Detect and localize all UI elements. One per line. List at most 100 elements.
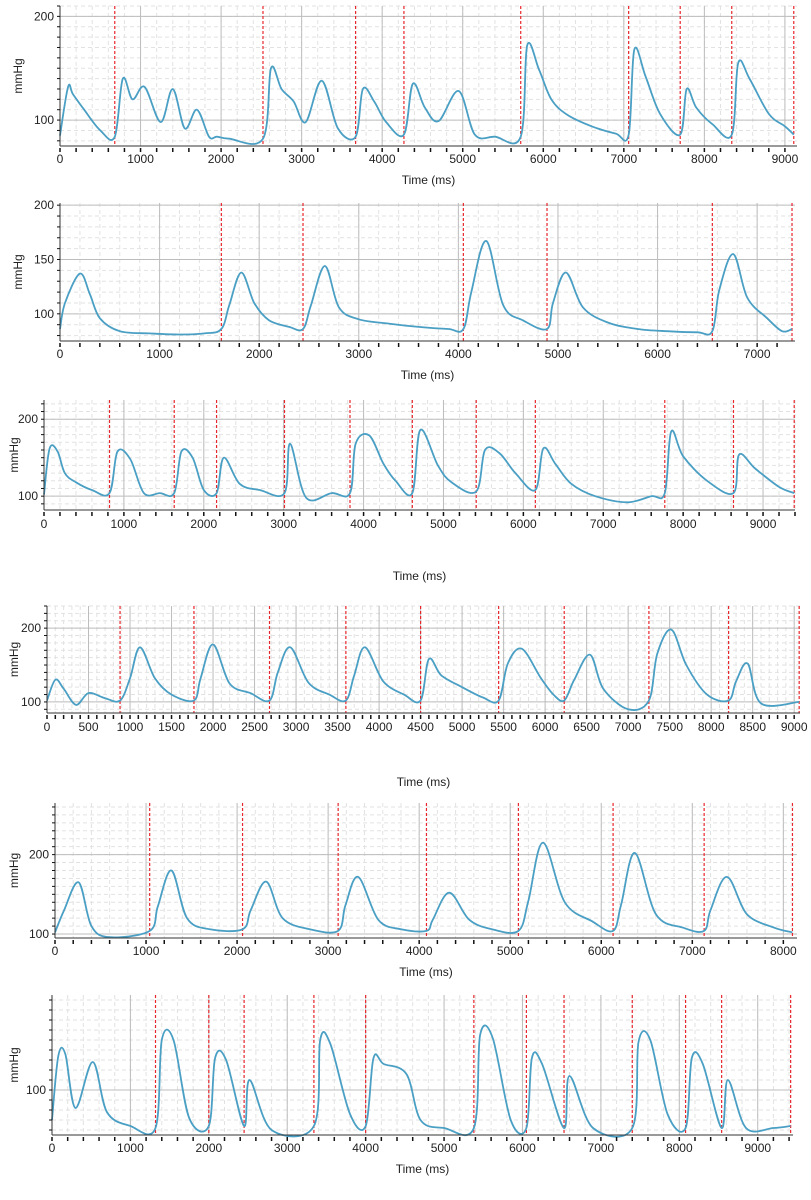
x-tick-label: 3000 — [274, 1141, 301, 1155]
x-tick-label: 4000 — [350, 517, 377, 531]
x-tick-label: 2000 — [208, 152, 235, 166]
x-tick-label: 9000 — [744, 1141, 771, 1155]
pressure-series-line — [59, 240, 793, 336]
x-tick-label: 2000 — [246, 347, 273, 361]
x-tick-label: 0 — [57, 152, 64, 166]
x-tick-label: 2000 — [224, 944, 251, 958]
x-tick-label: 1000 — [146, 347, 173, 361]
grid — [59, 5, 797, 146]
pressure-series-line — [59, 42, 795, 145]
axes — [44, 605, 800, 719]
x-axis-label: Time (ms) — [397, 775, 451, 789]
x-tick-label: 3000 — [315, 944, 342, 958]
x-tick-label: 7000 — [590, 517, 617, 531]
x-tick-label: 6000 — [530, 152, 557, 166]
x-tick-label: 7000 — [744, 347, 771, 361]
x-tick-label: 8000 — [770, 944, 797, 958]
chart-5-svg: 0 1000 2000 3000 4000 5000 6000 7000 8000 100 200 T… — [7, 803, 797, 979]
x-tick-label: 9000 — [781, 720, 808, 734]
pressure-series-line — [43, 428, 795, 504]
x-tick-label: 2500 — [241, 720, 268, 734]
y-tick-label: 200 — [34, 198, 54, 212]
x-tick-label: 1000 — [127, 152, 154, 166]
x-tick-label: 5000 — [431, 1141, 458, 1155]
y-tick-label: 200 — [34, 9, 54, 23]
x-tick-label: 0 — [49, 1141, 56, 1155]
x-axis-label: Time (ms) — [402, 173, 456, 187]
x-tick-label: 7000 — [610, 152, 637, 166]
event-markers — [108, 400, 795, 510]
x-axis-label: Time (ms) — [396, 1162, 450, 1176]
x-tick-label: 4000 — [406, 944, 433, 958]
x-tick-label: 5000 — [545, 347, 572, 361]
x-tick-label: 7000 — [615, 720, 642, 734]
x-tick-label: 4000 — [366, 720, 393, 734]
chart-panel-6: 0 1000 2000 3000 4000 5000 6000 7000 8000 9000 100… — [0, 990, 811, 1190]
y-tick-label: 150 — [34, 253, 54, 267]
event-markers — [149, 803, 794, 938]
y-axis-label: mmHg — [7, 853, 21, 888]
x-tick-label: 8500 — [739, 720, 766, 734]
x-axis-label: Time (ms) — [399, 965, 453, 979]
chart-6-svg: 0 1000 2000 3000 4000 5000 6000 7000 8000 9000 100… — [7, 995, 793, 1176]
y-tick-label: 100 — [34, 113, 54, 127]
chart-1-svg: 0 1000 2000 3000 4000 5000 6000 7000 8000 9000 100… — [11, 5, 799, 187]
x-tick-label: 3500 — [324, 720, 351, 734]
y-tick-label: 200 — [29, 848, 49, 862]
chart-2-svg: 0 1000 2000 3000 4000 5000 6000 7000 100 150 200 Ti… — [11, 198, 795, 382]
x-tick-label: 1000 — [117, 1141, 144, 1155]
pressure-series-line — [54, 841, 793, 939]
axes — [49, 995, 793, 1141]
x-tick-label: 4500 — [407, 720, 434, 734]
y-tick-label: 100 — [21, 695, 41, 709]
x-tick-label: 1000 — [117, 720, 144, 734]
chart-panel-2: 0 1000 2000 3000 4000 5000 6000 7000 100 150 200 Ti… — [0, 195, 811, 390]
axes — [41, 400, 796, 516]
x-tick-label: 0 — [41, 517, 48, 531]
y-tick-label: 100 — [34, 307, 54, 321]
x-tick-label: 500 — [78, 720, 98, 734]
x-tick-label: 4000 — [352, 1141, 379, 1155]
x-tick-label: 8000 — [670, 517, 697, 531]
x-tick-label: 6500 — [573, 720, 600, 734]
x-tick-label: 7000 — [679, 944, 706, 958]
pressure-series-line — [51, 1024, 791, 1138]
x-tick-label: 5000 — [430, 517, 457, 531]
x-axis-label: Time (ms) — [401, 368, 455, 382]
grid — [51, 995, 793, 1135]
x-tick-label: 5500 — [490, 720, 517, 734]
chart-panel-4: 0 500 1000 1500 2000 2500 3000 3500 4000 4500 5000… — [0, 598, 811, 798]
axes — [57, 203, 795, 347]
x-tick-label: 2000 — [195, 1141, 222, 1155]
x-tick-label: 3000 — [270, 517, 297, 531]
chart-4-svg: 0 500 1000 1500 2000 2500 3000 3500 4000 4500 5000… — [7, 605, 808, 789]
event-markers — [220, 203, 793, 341]
x-tick-label: 0 — [57, 347, 64, 361]
y-tick-label: 100 — [29, 927, 49, 941]
x-tick-label: 4000 — [369, 152, 396, 166]
x-tick-label: 7500 — [656, 720, 683, 734]
x-tick-label: 8000 — [666, 1141, 693, 1155]
event-markers — [154, 995, 792, 1135]
y-axis-label: mmHg — [11, 58, 25, 93]
pressure-series-line — [46, 628, 800, 711]
x-tick-label: 6000 — [644, 347, 671, 361]
x-tick-label: 5000 — [449, 152, 476, 166]
y-tick-label: 100 — [26, 1083, 46, 1097]
x-tick-label: 0 — [44, 720, 51, 734]
x-tick-label: 1500 — [158, 720, 185, 734]
y-tick-label: 200 — [21, 621, 41, 635]
y-axis-label: mmHg — [11, 254, 25, 289]
x-tick-label: 8000 — [698, 720, 725, 734]
axes — [52, 803, 797, 944]
x-tick-label: 1000 — [111, 517, 138, 531]
x-tick-label: 5000 — [449, 720, 476, 734]
x-axis-label: Time (ms) — [393, 569, 447, 583]
x-tick-label: 1000 — [133, 944, 160, 958]
y-axis-label: mmHg — [7, 437, 21, 472]
chart-panel-3: 0 1000 2000 3000 4000 5000 6000 7000 8000 9000 100… — [0, 390, 811, 590]
x-tick-label: 5000 — [497, 944, 524, 958]
chart-3-svg: 0 1000 2000 3000 4000 5000 6000 7000 8000 9000 100… — [7, 400, 796, 583]
x-tick-label: 2000 — [200, 720, 227, 734]
x-tick-label: 0 — [52, 944, 59, 958]
